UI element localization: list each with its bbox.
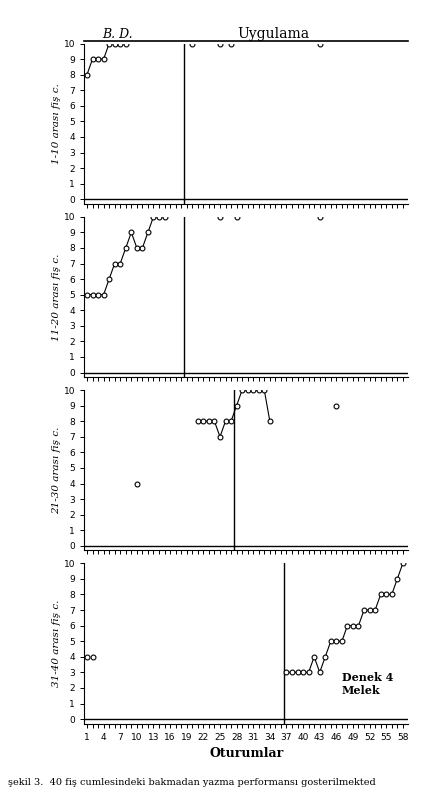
Y-axis label: 1-10 arası fiş c.: 1-10 arası fiş c.	[52, 83, 61, 164]
Y-axis label: 21-30 arası fiş c.: 21-30 arası fiş c.	[52, 426, 61, 514]
Text: Uygulama: Uygulama	[237, 27, 310, 41]
Text: Denek 4
Melek: Denek 4 Melek	[342, 672, 393, 696]
Text: şekil 3.  40 fiş cumlesindeki bakmadan yazma performansı gosterilmekted: şekil 3. 40 fiş cumlesindeki bakmadan ya…	[8, 778, 376, 787]
Y-axis label: 31-40 arası fiş c.: 31-40 arası fiş c.	[52, 600, 61, 687]
Text: B. D.: B. D.	[103, 28, 133, 41]
X-axis label: Oturumlar: Oturumlar	[209, 747, 283, 760]
Y-axis label: 11-20 arası fiş c.: 11-20 arası fiş c.	[52, 253, 61, 341]
